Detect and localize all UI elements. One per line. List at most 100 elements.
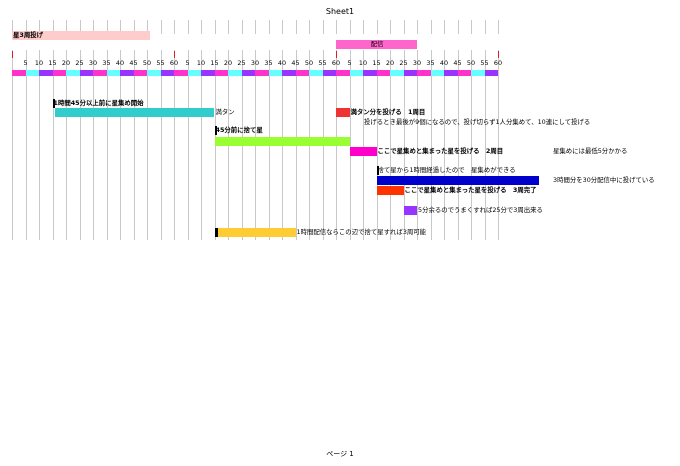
tick-label: 50: [142, 59, 152, 67]
grid-line-top: [201, 20, 202, 34]
tick-label: 45: [291, 59, 300, 67]
grid-line: [444, 50, 445, 240]
label-broadcast: 配信: [370, 40, 384, 48]
grid-line-top: [93, 20, 94, 34]
label-1h-broadcast: 1時間配信ならこの辺で捨て星すれば3周可能: [296, 228, 427, 236]
segment: [336, 70, 350, 76]
segment: [39, 70, 53, 76]
grid-line-top: [390, 20, 391, 34]
segment: [79, 70, 93, 76]
tick-label: 40: [439, 59, 449, 67]
grid-line-top: [25, 20, 27, 34]
grid-line: [457, 50, 459, 240]
grid-line-top: [147, 20, 148, 34]
label-3h-in-30min: 3時間分を30分配信中に投げている: [553, 176, 655, 184]
tick-label: 45: [129, 59, 138, 67]
segment: [363, 70, 377, 76]
grid-line-top: [336, 20, 337, 34]
segment: [282, 70, 296, 76]
bar-5min-spare: [403, 206, 417, 215]
grid-line: [106, 50, 108, 240]
grid-line: [390, 50, 391, 240]
bar-discard: [214, 137, 350, 146]
grid-line-top: [309, 20, 310, 34]
grid-line-top: [255, 20, 256, 34]
tick-label: 35: [102, 59, 111, 67]
grid-line: [174, 50, 175, 240]
tick-label: 20: [385, 59, 395, 67]
label-throw-2: ここで星集めと集まった星を投げる 2周目: [377, 147, 504, 155]
grid-line-top: [120, 20, 121, 34]
label-throw-note: 投げるとき最後が9個になるので、投げ切らず1人分集めて、10連にして投げる: [364, 118, 591, 126]
segment: [471, 70, 485, 76]
label-star-3-rounds: 星3周投げ: [13, 31, 44, 39]
tick-label: 55: [156, 59, 165, 67]
grid-line-top: [106, 20, 108, 34]
segment: [241, 70, 255, 76]
segment: [52, 70, 66, 76]
grid-line-top: [376, 20, 378, 34]
grid-line-top: [66, 20, 67, 34]
segment: [228, 70, 242, 76]
tick-label: 30: [412, 59, 422, 67]
grid-line: [120, 50, 121, 240]
grid-line-top: [187, 20, 189, 34]
segment: [457, 70, 471, 76]
grid-line-top: [39, 20, 40, 34]
tick-label: 10: [34, 59, 44, 67]
bar-broadcast: [336, 40, 417, 49]
grid-line: [93, 50, 94, 240]
segment: [214, 70, 228, 76]
bar-1h-broadcast: [217, 228, 296, 237]
bar-throw-3: [376, 186, 404, 195]
label-min-5min: 星集めには最低5分かかる: [553, 147, 628, 155]
tick-label: 60: [493, 59, 503, 67]
tick-label: 25: [399, 59, 408, 67]
segment: [133, 70, 147, 76]
segment: [160, 70, 174, 76]
grid-line: [417, 50, 418, 240]
grid-line: [147, 50, 148, 240]
marker-start: [52, 99, 55, 108]
tick-label: 5: [23, 59, 28, 67]
segment: [66, 70, 80, 76]
tick-label: 15: [210, 59, 219, 67]
segment: [174, 70, 188, 76]
grid-line-top: [484, 20, 486, 34]
label-full-tank: 満タン: [215, 108, 235, 116]
grid-line-top: [430, 20, 432, 34]
grid-line-top: [363, 20, 364, 34]
bar-throw-1: [336, 108, 350, 117]
grid-line: [12, 50, 13, 240]
tick-label: 35: [426, 59, 435, 67]
segment: [255, 70, 269, 76]
label-throw-3: ここで星集めと集まった星を投げる 3周完了: [404, 186, 537, 194]
tick-label: 55: [480, 59, 489, 67]
grid-line: [66, 50, 67, 240]
grid-line-top: [444, 20, 445, 34]
segment: [147, 70, 161, 76]
bar-collect-start: [54, 108, 215, 117]
grid-line: [133, 50, 135, 240]
segment: [187, 70, 201, 76]
tick-label: 25: [237, 59, 246, 67]
tick-label: 25: [75, 59, 84, 67]
grid-line-top: [241, 20, 243, 34]
grid-line: [484, 50, 486, 240]
label-1h-passed: 捨て星から1時間経過したので 星集めができる: [377, 166, 516, 174]
segment: [268, 70, 282, 76]
grid-line: [403, 50, 405, 240]
segment: [201, 70, 215, 76]
grid-line: [363, 50, 364, 240]
sheet-title: Sheet1: [325, 7, 355, 16]
tick-label: 50: [466, 59, 476, 67]
grid-line-top: [417, 20, 418, 34]
grid-line: [79, 50, 81, 240]
segment: [322, 70, 336, 76]
tick-label: 50: [304, 59, 314, 67]
grid-line: [376, 50, 378, 240]
marker-1h: [376, 166, 379, 175]
segment: [93, 70, 107, 76]
bar-star-3-rounds: [12, 31, 150, 40]
grid-line-top: [349, 20, 351, 34]
